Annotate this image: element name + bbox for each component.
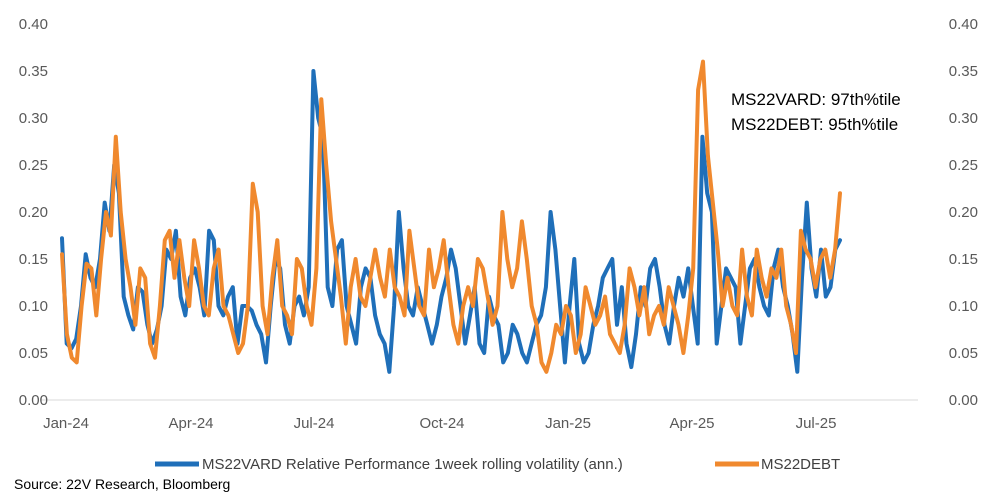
legend: MS22VARD Relative Performance 1week roll…	[155, 456, 840, 473]
x-tick-label: Apr-25	[669, 415, 714, 432]
series-layer	[60, 59, 842, 374]
legend-label-vard: MS22VARD Relative Performance 1week roll…	[202, 456, 623, 473]
x-tick-label: Apr-24	[168, 415, 213, 432]
series-line-debt	[60, 59, 842, 374]
y-tick-label-left: 0.30	[19, 110, 48, 127]
annotation-vard: MS22VARD: 97th%tile	[731, 90, 901, 109]
series-line-vard	[60, 69, 842, 374]
y-tick-label-left: 0.20	[19, 204, 48, 221]
y-tick-label-left: 0.05	[19, 345, 48, 362]
y-tick-label-left: 0.25	[19, 157, 48, 174]
y-tick-label-right: 0.20	[949, 204, 978, 221]
source-note: Source: 22V Research, Bloomberg	[14, 476, 230, 492]
y-tick-label-right: 0.05	[949, 345, 978, 362]
x-tick-label: Jan-25	[545, 415, 591, 432]
y-axis-right: 0.00 0.05 0.10 0.15 0.20 0.25 0.30 0.35 0.40	[949, 16, 978, 409]
x-tick-label: Jul-24	[294, 415, 335, 432]
y-tick-label-right: 0.25	[949, 157, 978, 174]
legend-label-debt: MS22DEBT	[761, 456, 840, 473]
y-tick-label-right: 0.15	[949, 251, 978, 268]
y-tick-label-left: 0.10	[19, 298, 48, 315]
y-tick-label-right: 0.40	[949, 16, 978, 33]
x-axis: Jan-24 Apr-24 Jul-24 Oct-24 Jan-25 Apr-25 Jul-…	[43, 415, 836, 432]
y-axis-left: 0.00 0.05 0.10 0.15 0.20 0.25 0.30 0.35 0.40	[19, 16, 48, 409]
y-tick-label-right: 0.35	[949, 63, 978, 80]
y-tick-label-left: 0.35	[19, 63, 48, 80]
y-tick-label-left: 0.15	[19, 251, 48, 268]
y-tick-label-right: 0.30	[949, 110, 978, 127]
x-tick-label: Oct-24	[419, 415, 464, 432]
y-tick-label-left: 0.00	[19, 392, 48, 409]
y-tick-label-right: 0.00	[949, 392, 978, 409]
x-tick-label: Jul-25	[796, 415, 837, 432]
y-tick-label-right: 0.10	[949, 298, 978, 315]
x-tick-label: Jan-24	[43, 415, 89, 432]
annotation-debt: MS22DEBT: 95th%tile	[731, 115, 898, 134]
y-tick-label-left: 0.40	[19, 16, 48, 33]
